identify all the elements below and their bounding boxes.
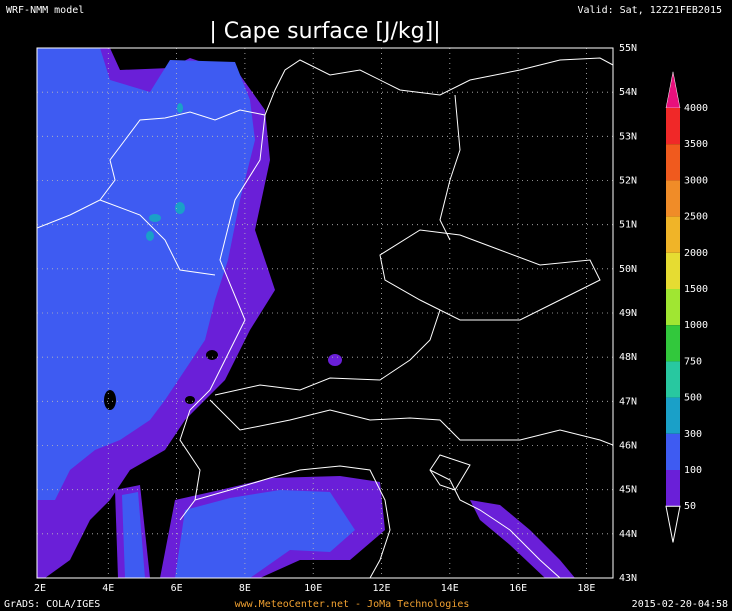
lat-label: 51N [619,220,637,231]
border-line [179,114,266,521]
valid-time: Valid: Sat, 12Z21FEB2015 [578,5,723,16]
colorbar-cap [665,505,681,543]
colorbar-label: 1000 [684,320,708,331]
no-cape [104,390,116,410]
graticule [37,48,613,578]
lon-label: 14E [441,583,459,594]
lat-label: 48N [619,352,637,363]
lat-label: 54N [619,87,637,98]
colorbar-label: 500 [684,393,702,404]
lat-label: 52N [619,176,637,187]
cape-region [146,231,154,241]
colorbar-swatch [666,470,680,507]
map-area [36,47,614,579]
lon-label: 6E [171,583,183,594]
coastline [194,465,391,578]
lat-label: 46N [619,441,637,452]
colorbar-swatch [666,252,680,289]
coastline [429,454,471,491]
map-title: | Cape surface [J/kg]| [209,19,440,44]
no-cape [185,396,195,404]
cape-region [37,48,255,500]
lon-label: 2E [34,583,46,594]
colorbar-label: 100 [684,465,702,476]
colorbar-swatch [666,289,680,326]
cape-region [175,202,185,214]
lon-label: 4E [102,583,114,594]
lon-label: 16E [509,583,527,594]
cape-region [122,492,145,578]
cape-region [470,500,575,578]
lat-label: 55N [619,43,637,54]
colorbar-swatch [666,397,680,434]
border-line [99,199,216,276]
lat-label: 45N [619,485,637,496]
footer-credit: GrADS: COLA/IGES [4,599,100,610]
colorbar-swatch [666,216,680,253]
border-line [439,94,461,241]
cape-region [328,354,342,366]
lon-label: 8E [239,583,251,594]
colorbar-label: 2000 [684,248,708,259]
lat-label: 50N [619,264,637,275]
lat-label: 47N [619,396,637,407]
colorbar-label: 4000 [684,103,708,114]
colorbar-swatch [666,361,680,398]
lat-label: 49N [619,308,637,319]
no-cape [206,350,218,360]
colorbar-label: 3000 [684,175,708,186]
coastline [429,469,561,578]
map-frame [36,47,614,579]
colorbar-label: 300 [684,429,702,440]
colorbar-label: 2500 [684,212,708,223]
border-line [379,229,601,321]
lat-label: 43N [619,573,637,584]
borders [37,57,613,578]
lon-label: 18E [577,583,595,594]
colorbar-swatch [666,325,680,362]
footer-source: www.MeteoCenter.net - JoMa Technologies [235,599,470,610]
lon-label: 12E [372,583,390,594]
lon-label: 10E [304,583,322,594]
colorbar-label: 3500 [684,139,708,150]
border-line [209,399,613,446]
colorbar: 4000 3500 3000 2500 2000 1500 1000 750 500 300 100… [665,71,708,543]
lat-label: 44N [619,529,637,540]
colorbar-swatch [666,144,680,181]
border-line [214,309,441,396]
footer-timestamp: 2015-02-20-04:58 [632,599,728,610]
coastline [37,57,613,229]
cape-field [37,48,575,578]
colorbar-swatch [666,433,680,470]
cape-region [175,490,355,578]
cape-region [177,103,183,113]
colorbar-swatch [666,180,680,217]
model-label: WRF-NMM model [6,5,84,16]
colorbar-label: 1500 [684,284,708,295]
cape-region [149,214,161,222]
lat-label: 53N [619,131,637,142]
colorbar-label: 50 [684,501,696,512]
colorbar-label: 750 [684,356,702,367]
colorbar-swatch [666,108,680,145]
